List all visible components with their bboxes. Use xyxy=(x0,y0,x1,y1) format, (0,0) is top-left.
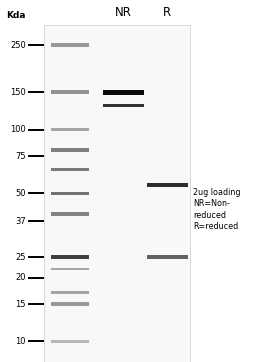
Bar xyxy=(51,212,89,215)
Bar xyxy=(51,255,89,259)
Bar xyxy=(51,90,89,94)
Text: 50: 50 xyxy=(16,189,26,198)
Bar xyxy=(51,191,89,195)
Bar xyxy=(51,43,89,47)
Bar xyxy=(147,256,188,259)
Text: 100: 100 xyxy=(10,125,26,134)
Text: 250: 250 xyxy=(10,41,26,50)
Bar xyxy=(51,268,89,270)
Bar xyxy=(51,128,89,131)
Text: NR: NR xyxy=(115,7,132,20)
Bar xyxy=(147,182,188,186)
Bar xyxy=(51,340,89,343)
Bar xyxy=(51,303,89,306)
Bar xyxy=(51,168,89,171)
Bar xyxy=(44,25,190,362)
Text: 20: 20 xyxy=(16,273,26,282)
Text: 10: 10 xyxy=(16,337,26,346)
Bar xyxy=(51,291,89,294)
Text: R: R xyxy=(163,7,171,20)
Text: 2ug loading
NR=Non-
reduced
R=reduced: 2ug loading NR=Non- reduced R=reduced xyxy=(193,188,241,231)
Text: 37: 37 xyxy=(15,216,26,226)
Text: 75: 75 xyxy=(15,152,26,160)
Bar xyxy=(103,90,144,94)
Bar xyxy=(51,148,89,152)
Bar xyxy=(103,104,144,107)
Text: 150: 150 xyxy=(10,88,26,97)
Text: Kda: Kda xyxy=(6,11,26,20)
Text: 25: 25 xyxy=(16,253,26,262)
Text: 15: 15 xyxy=(16,300,26,309)
